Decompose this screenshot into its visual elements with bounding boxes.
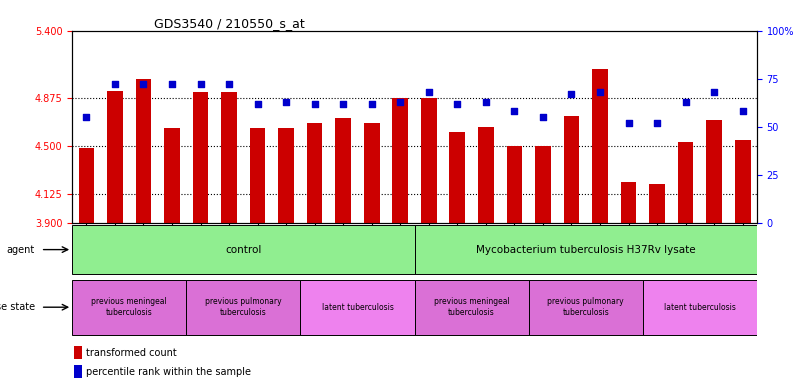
- Point: [508, 108, 521, 114]
- Bar: [592, 69, 608, 223]
- Point: [565, 91, 578, 97]
- Point: [594, 89, 606, 95]
- Point: [194, 81, 207, 88]
- Point: [480, 99, 493, 105]
- Point: [80, 114, 93, 120]
- Bar: [193, 92, 208, 223]
- Bar: [250, 128, 265, 223]
- Bar: [392, 98, 408, 223]
- Point: [336, 101, 349, 107]
- Bar: [74, 365, 83, 378]
- FancyBboxPatch shape: [300, 280, 415, 335]
- Bar: [336, 118, 351, 223]
- FancyBboxPatch shape: [415, 225, 757, 274]
- Bar: [221, 92, 237, 223]
- Bar: [78, 149, 95, 223]
- Bar: [421, 98, 437, 223]
- Bar: [678, 142, 694, 223]
- Bar: [621, 182, 636, 223]
- FancyBboxPatch shape: [415, 280, 529, 335]
- Text: previous pulmonary
tuberculosis: previous pulmonary tuberculosis: [205, 298, 282, 317]
- Bar: [74, 346, 83, 359]
- Point: [365, 101, 378, 107]
- Bar: [650, 184, 665, 223]
- FancyBboxPatch shape: [642, 280, 757, 335]
- Text: latent tuberculosis: latent tuberculosis: [321, 303, 393, 312]
- Point: [308, 101, 321, 107]
- Bar: [735, 139, 751, 223]
- Point: [736, 108, 749, 114]
- Text: previous meningeal
tuberculosis: previous meningeal tuberculosis: [91, 298, 167, 317]
- Text: latent tuberculosis: latent tuberculosis: [664, 303, 736, 312]
- Point: [422, 89, 435, 95]
- Text: previous pulmonary
tuberculosis: previous pulmonary tuberculosis: [547, 298, 624, 317]
- Point: [451, 101, 464, 107]
- FancyBboxPatch shape: [529, 280, 642, 335]
- Text: disease state: disease state: [0, 302, 35, 312]
- Bar: [135, 79, 151, 223]
- Text: GDS3540 / 210550_s_at: GDS3540 / 210550_s_at: [155, 17, 305, 30]
- Point: [622, 120, 635, 126]
- Text: agent: agent: [6, 245, 35, 255]
- Point: [280, 99, 292, 105]
- Bar: [706, 120, 722, 223]
- FancyBboxPatch shape: [72, 280, 186, 335]
- Bar: [307, 123, 323, 223]
- Point: [708, 89, 721, 95]
- Point: [537, 114, 549, 120]
- Point: [223, 81, 235, 88]
- Bar: [164, 128, 179, 223]
- Point: [166, 81, 179, 88]
- Bar: [506, 146, 522, 223]
- Bar: [364, 123, 380, 223]
- Text: transformed count: transformed count: [87, 348, 177, 358]
- Bar: [564, 116, 579, 223]
- Point: [679, 99, 692, 105]
- Bar: [449, 132, 465, 223]
- Bar: [478, 127, 493, 223]
- Bar: [107, 91, 123, 223]
- Point: [252, 101, 264, 107]
- Text: Mycobacterium tuberculosis H37Rv lysate: Mycobacterium tuberculosis H37Rv lysate: [476, 245, 695, 255]
- FancyBboxPatch shape: [72, 225, 415, 274]
- Bar: [535, 146, 551, 223]
- Point: [394, 99, 407, 105]
- Text: previous meningeal
tuberculosis: previous meningeal tuberculosis: [433, 298, 509, 317]
- FancyBboxPatch shape: [186, 280, 300, 335]
- Text: percentile rank within the sample: percentile rank within the sample: [87, 367, 252, 377]
- Point: [108, 81, 121, 88]
- Point: [137, 81, 150, 88]
- Point: [650, 120, 663, 126]
- Text: control: control: [225, 245, 261, 255]
- Bar: [278, 128, 294, 223]
